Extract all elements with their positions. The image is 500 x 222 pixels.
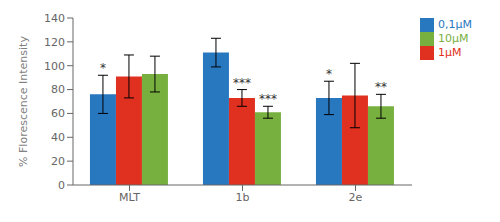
svg-text:120: 120 bbox=[44, 36, 65, 49]
svg-text:***: *** bbox=[233, 76, 251, 90]
svg-text:2e: 2e bbox=[349, 191, 363, 204]
html-text:0,1μM: 0,1μM bbox=[438, 18, 472, 31]
svg-text:60: 60 bbox=[51, 107, 65, 120]
html-text:10μM: 10μM bbox=[438, 32, 469, 45]
svg-text:40: 40 bbox=[51, 131, 65, 144]
html-text:1μM: 1μM bbox=[438, 46, 462, 59]
svg-text:1b: 1b bbox=[236, 191, 250, 204]
svg-text:20: 20 bbox=[51, 155, 65, 168]
svg-text:***: *** bbox=[259, 92, 277, 106]
svg-text:*: * bbox=[326, 67, 332, 81]
svg-text:100: 100 bbox=[44, 60, 65, 73]
svg-text:0: 0 bbox=[58, 179, 65, 192]
svg-text:**: ** bbox=[375, 80, 387, 94]
svg-text:% Florescence Intensity: % Florescence Intensity bbox=[17, 36, 30, 167]
svg-text:MLT: MLT bbox=[119, 191, 140, 204]
svg-text:*: * bbox=[100, 61, 106, 75]
svg-text:140: 140 bbox=[44, 12, 65, 25]
svg-text:80: 80 bbox=[51, 83, 65, 96]
